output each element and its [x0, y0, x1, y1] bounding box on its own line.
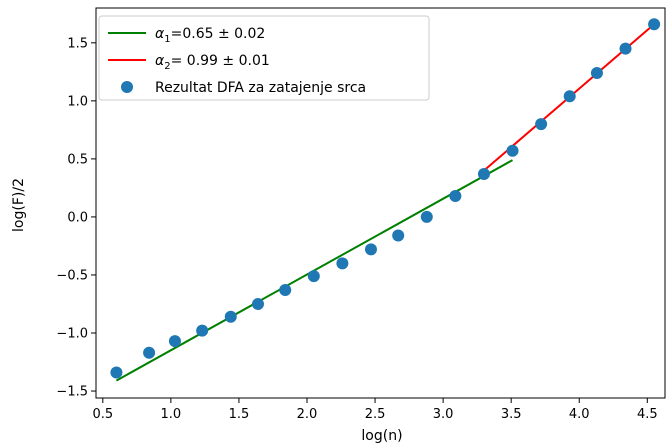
- data-point: [307, 270, 320, 283]
- data-point: [535, 118, 548, 131]
- x-tick-label: 3.5: [501, 407, 522, 422]
- y-tick-label: −0.5: [56, 268, 88, 283]
- y-axis-label: log(F)/2: [11, 178, 27, 232]
- legend-alpha2-symbol: α: [155, 53, 165, 69]
- y-tick-label: −1.0: [56, 327, 88, 342]
- data-point: [196, 324, 209, 337]
- legend-alpha1-subscript: 1: [164, 34, 170, 45]
- legend-label-alpha1: α1=0.65 ± 0.02: [155, 26, 265, 45]
- x-tick-label: 0.5: [92, 407, 113, 422]
- data-point: [619, 42, 632, 55]
- legend-alpha2-value: = 0.99 ± 0.01: [171, 53, 270, 69]
- data-point: [336, 257, 349, 270]
- data-point: [168, 335, 181, 348]
- data-point: [392, 229, 405, 242]
- data-point: [590, 67, 603, 79]
- legend-label-alpha2: α2= 0.99 ± 0.01: [155, 53, 270, 72]
- data-point: [477, 167, 490, 180]
- axes-frame: [95, 7, 666, 399]
- x-tick-label: 2.0: [297, 407, 318, 422]
- data-point: [506, 144, 519, 157]
- data-point: [143, 346, 156, 359]
- y-axis: −1.5 −1.0 −0.5 0.0 0.5 1.0 1.5: [56, 36, 96, 400]
- data-point: [251, 297, 264, 310]
- data-point: [449, 190, 462, 203]
- data-point: [364, 243, 377, 256]
- x-tick-label: 4.0: [569, 407, 590, 422]
- y-tick-label: 0.5: [67, 152, 88, 167]
- y-tick-label: 1.0: [67, 94, 88, 109]
- x-tick-label: 4.5: [637, 407, 658, 422]
- x-axis-label: log(n): [361, 428, 402, 444]
- y-tick-label: −1.5: [56, 385, 88, 400]
- x-tick-label: 1.5: [229, 407, 250, 422]
- x-axis: 0.5 1.0 1.5 2.0 2.5 3.0 3.5 4.0 4.5: [92, 398, 658, 422]
- legend-alpha1-value: =0.65 ± 0.02: [171, 26, 266, 42]
- data-point: [279, 284, 292, 297]
- legend-label-dfa: Rezultat DFA za zatajenje srca: [155, 80, 366, 96]
- y-tick-label: 0.0: [67, 210, 88, 225]
- plot-area: [110, 18, 661, 382]
- x-tick-label: 3.0: [433, 407, 454, 422]
- legend-alpha2-subscript: 2: [164, 61, 170, 72]
- data-point: [420, 210, 433, 223]
- legend-box: [98, 15, 430, 101]
- data-point: [563, 90, 576, 103]
- legend: α1=0.65 ± 0.02 α2= 0.99 ± 0.01 Rezultat …: [98, 15, 430, 101]
- x-tick-label: 2.5: [365, 407, 386, 422]
- data-point: [224, 310, 237, 323]
- data-point: [648, 18, 661, 31]
- y-tick-label: 1.5: [67, 36, 88, 51]
- x-tick-label: 1.0: [161, 407, 182, 422]
- legend-marker-dfa: [121, 81, 133, 93]
- legend-alpha1-symbol: α: [155, 26, 165, 42]
- data-point: [110, 366, 123, 379]
